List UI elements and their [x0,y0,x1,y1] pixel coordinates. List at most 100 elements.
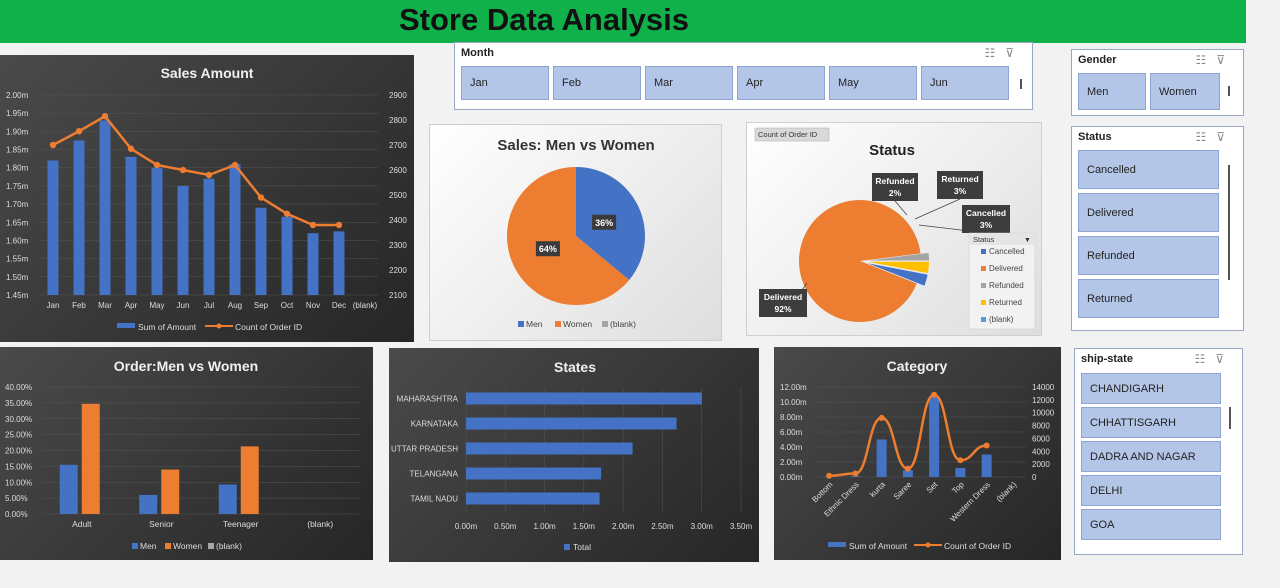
month-tile-jan[interactable]: Jan [461,66,549,100]
multi-select-icon[interactable]: ☷ [1195,130,1216,144]
multi-select-icon[interactable]: ☷ [984,46,1005,60]
legend-swatch [981,283,986,288]
status-scrollbar[interactable] [1228,165,1230,280]
gender-slicer-title: Gender [1078,54,1117,66]
line-point [284,211,290,217]
order-men-women-chart[interactable]: Order:Men vs Women 40.00% 35.00% 30.00% 25.0… [0,347,373,560]
bar [241,446,259,514]
clear-filter-icon[interactable]: ⊽ [1005,46,1024,60]
x-tick-label: 3.50m [730,522,753,531]
month-tile-feb[interactable]: Feb [553,66,641,100]
chart-title: Sales Amount [161,65,254,81]
legend-label: Refunded [989,281,1024,290]
month-tile-apr[interactable]: Apr [737,66,825,100]
gender-slicer[interactable]: Gender ☷⊽ Men Women [1071,49,1244,116]
bar [877,440,887,478]
legend-label: Total [573,542,591,552]
gender-scrollbar[interactable] [1228,86,1230,96]
state-tile-dadra[interactable]: DADRA AND NAGAR [1081,441,1221,472]
category-chart[interactable]: Category 12.00m 10.00m 8.00m 6.00m 4.00m 2.00m… [774,347,1061,560]
bar [100,120,111,295]
x-tick-label: Jun [177,301,190,310]
state-tile-delhi[interactable]: DELHI [1081,475,1221,506]
x-tick-label: Aug [228,301,242,310]
status-chart[interactable]: Count of Order ID Status Refunded 2% Returne… [746,122,1042,336]
line-point [180,167,186,173]
legend-label: Men [526,319,543,329]
month-tile-mar[interactable]: Mar [645,66,733,100]
y-tick-label: 1.80m [6,164,29,173]
sales-men-women-chart[interactable]: Sales: Men vs Women 36% 64% Men Women (blank) [429,124,722,341]
chart-title: Sales: Men vs Women [497,137,654,154]
status-tile-returned[interactable]: Returned [1078,279,1219,318]
sales-amount-chart[interactable]: Sales Amount 2.00m 1.95m 1.90m 1.85m 1.80m 1.7… [0,55,414,342]
ship-state-scrollbar[interactable] [1229,407,1231,429]
y2-tick-label: 12000 [1032,396,1055,405]
y2-tick-label: 6000 [1032,434,1050,443]
line-series [53,116,339,225]
y-tick-label: KARNATAKA [411,420,459,429]
x-tick-label: 1.00m [533,522,556,531]
status-slicer[interactable]: Status ☷⊽ Cancelled Delivered Refunded R… [1071,126,1244,331]
y-tick-label: TELANGANA [410,470,459,479]
month-scrollbar[interactable] [1020,79,1022,89]
month-slicer[interactable]: Month ☷⊽ Jan Feb Mar Apr May Jun [454,42,1033,110]
y-tick-label: 10.00m [780,398,807,407]
bar [139,495,157,514]
y-tick-label: 5.00% [5,494,28,503]
status-tile-delivered[interactable]: Delivered [1078,193,1219,232]
clear-filter-icon[interactable]: ⊽ [1215,352,1234,366]
state-tile-chhattisgarh[interactable]: CHHATTISGARH [1081,407,1221,438]
data-label: Cancelled [966,208,1006,218]
legend-swatch [926,543,931,548]
state-tile-chandigarh[interactable]: CHANDIGARH [1081,373,1221,404]
x-tick-label: Saree [892,480,914,502]
y-tick-label: 1.60m [6,236,29,245]
month-tile-may[interactable]: May [829,66,917,100]
y2-tick-label: 14000 [1032,383,1055,392]
clear-filter-icon[interactable]: ⊽ [1216,53,1235,67]
legend-label: Women [563,319,592,329]
x-tick-label: Jan [47,301,60,310]
status-tile-cancelled[interactable]: Cancelled [1078,150,1219,189]
multi-select-icon[interactable]: ☷ [1195,53,1216,67]
states-chart[interactable]: States 0.00m 0.50m 1.00m 1.50m 2.00m 2.50m 3.00… [389,348,759,562]
y-tick-label: 40.00% [5,383,32,392]
chart-title: States [554,359,596,375]
gender-tile-women[interactable]: Women [1150,73,1220,110]
data-label: Refunded [875,176,914,186]
gender-tile-men[interactable]: Men [1078,73,1146,110]
bar [466,493,600,505]
status-tile-refunded[interactable]: Refunded [1078,236,1219,275]
x-tick-label: 3.00m [691,522,714,531]
multi-select-icon[interactable]: ☷ [1194,352,1215,366]
month-slicer-title: Month [461,47,494,59]
legend-label: Men [140,541,157,551]
data-label-pct: 92% [774,304,791,314]
clear-filter-icon[interactable]: ⊽ [1216,130,1235,144]
bar [48,160,59,295]
bar [955,468,965,477]
page-title: Store Data Analysis [399,2,689,38]
line-point [957,457,963,463]
y2-tick-label: 2000 [1032,460,1050,469]
legend-swatch [518,321,524,327]
ship-state-slicer[interactable]: ship-state ☷⊽ CHANDIGARH CHHATTISGARH DA… [1074,348,1243,555]
y-tick-label: 1.95m [6,109,29,118]
data-label-pct: 3% [954,186,967,196]
state-tile-goa[interactable]: GOA [1081,509,1221,540]
month-tile-jun[interactable]: Jun [921,66,1009,100]
x-tick-label: kurta [868,480,887,499]
bar [126,157,137,295]
y-tick-label: 2.00m [780,458,803,467]
line-point [76,128,82,134]
bar [82,404,100,514]
y-tick-label: 6.00m [780,428,803,437]
y-tick-label: 1.65m [6,218,29,227]
status-slicer-title: Status [1078,131,1112,143]
y-tick-label: 0.00m [780,473,803,482]
y2-tick-label: 0 [1032,473,1037,482]
x-tick-label: Apr [125,301,138,310]
line-point [984,443,990,449]
line-point [50,142,56,148]
